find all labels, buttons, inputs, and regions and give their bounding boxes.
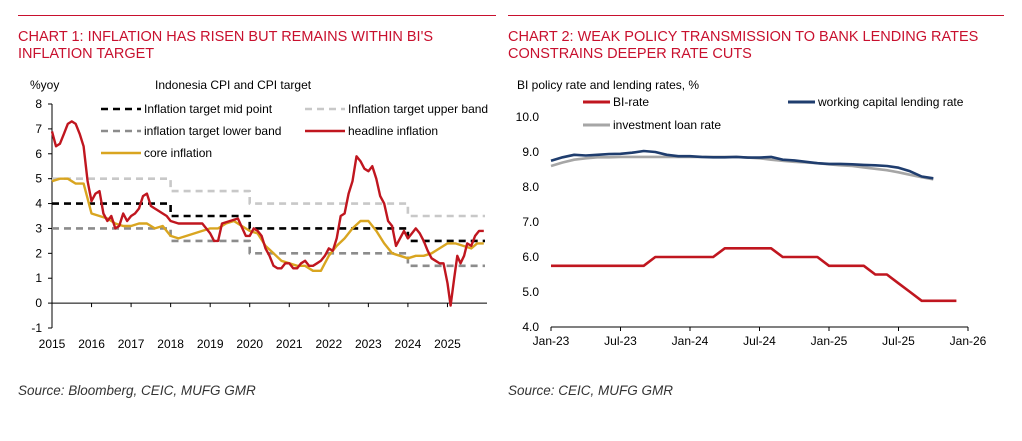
y-tick-label: 4.0 <box>522 320 539 334</box>
x-tick-label: Jul-25 <box>882 334 915 348</box>
chart-1-source: Source: Bloomberg, CEIC, MUFG GMR <box>18 383 256 398</box>
chart-subtitle: BI policy rate and lending rates, % <box>517 78 699 92</box>
x-tick-label: Jan-23 <box>533 334 570 348</box>
y-tick-label: 6 <box>35 147 42 161</box>
series-line-inflation-target-upper-band <box>52 177 485 218</box>
x-tick-label: 2019 <box>197 337 224 351</box>
chart-2-source: Source: CEIC, MUFG GMR <box>508 383 674 398</box>
y-tick-label: -1 <box>31 321 42 335</box>
x-tick-label: 2025 <box>434 337 461 351</box>
y-tick-label: 3 <box>35 221 42 235</box>
series-line-inflation-target-lower-band <box>52 227 485 268</box>
y-tick-label: 10.0 <box>516 110 540 124</box>
x-tick-label: 2021 <box>276 337 303 351</box>
legend-label-core-inflation: core inflation <box>144 146 212 160</box>
y-tick-label: 2 <box>35 246 42 260</box>
y-tick-label: 6.0 <box>522 250 539 264</box>
y-tick-label: 1 <box>35 271 42 285</box>
legend-label-bi-rate: BI-rate <box>613 95 649 109</box>
y-tick-label: 7.0 <box>522 215 539 229</box>
y-tick-label: 4 <box>35 197 42 211</box>
chart-1-title: CHART 1: INFLATION HAS RISEN BUT REMAINS… <box>18 29 434 62</box>
series-line-working-capital-lending-rate <box>550 149 934 180</box>
x-tick-label: 2015 <box>39 337 66 351</box>
legend-label-investment-loan-rate: investment loan rate <box>613 118 721 132</box>
y-axis-label: %yoy <box>30 78 59 92</box>
legend-label-inflation-target-upper-band: Inflation target upper band <box>348 102 488 116</box>
chart-2-title: CHART 2: WEAK POLICY TRANSMISSION TO BAN… <box>508 29 979 62</box>
x-tick-label: 2017 <box>118 337 145 351</box>
title-rule <box>18 15 496 16</box>
legend-label-headline-inflation: headline inflation <box>348 124 438 138</box>
x-tick-label: Jul-23 <box>604 334 637 348</box>
chart-subtitle: Indonesia CPI and CPI target <box>155 78 312 92</box>
x-tick-label: 2022 <box>315 337 342 351</box>
y-tick-label: 5.0 <box>522 285 539 299</box>
y-tick-label: 0 <box>35 296 42 310</box>
y-tick-label: 5 <box>35 172 42 186</box>
x-tick-label: Jul-24 <box>743 334 776 348</box>
title-rule <box>508 15 1004 16</box>
y-tick-label: 8 <box>35 97 42 111</box>
series-line-bi-rate <box>551 247 957 303</box>
series-line-inflation-target-mid-point <box>52 202 485 243</box>
x-tick-label: 2020 <box>236 337 263 351</box>
series-line-investment-loan-rate <box>550 155 934 181</box>
x-tick-label: Jan-25 <box>811 334 848 348</box>
y-tick-label: 8.0 <box>522 180 539 194</box>
legend-label-working-capital-lending-rate: working capital lending rate <box>817 95 964 109</box>
x-tick-label: 2018 <box>157 337 184 351</box>
legend-label-inflation-target-mid-point: Inflation target mid point <box>144 102 273 116</box>
x-tick-label: 2024 <box>395 337 422 351</box>
x-tick-label: 2023 <box>355 337 382 351</box>
x-tick-label: 2016 <box>78 337 105 351</box>
x-tick-label: Jan-26 <box>950 334 987 348</box>
chart-panel-1: CHART 1: INFLATION HAS RISEN BUT REMAINS… <box>18 0 496 441</box>
y-tick-label: 7 <box>35 122 42 136</box>
x-tick-label: Jan-24 <box>672 334 709 348</box>
chart-panel-2: CHART 2: WEAK POLICY TRANSMISSION TO BAN… <box>508 0 1004 441</box>
y-tick-label: 9.0 <box>522 145 539 159</box>
series-line-headline-inflation <box>50 120 484 307</box>
legend-label-inflation-target-lower-band: inflation target lower band <box>144 124 281 138</box>
